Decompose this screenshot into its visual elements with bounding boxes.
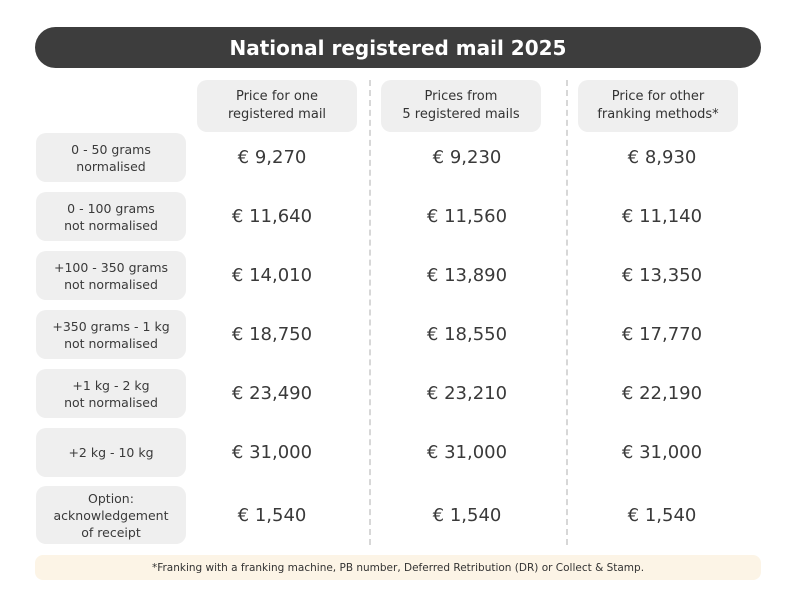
- row-label-text: +100 - 350 grams not normalised: [53, 259, 169, 292]
- column-header-label: Prices from 5 registered mails: [402, 89, 520, 122]
- price-cell: € 23,490: [231, 383, 313, 404]
- row-label-2-10kg: +2 kg - 10 kg: [36, 428, 186, 477]
- price-cell: € 23,210: [426, 383, 508, 404]
- price-cell: € 9,270: [237, 147, 307, 168]
- price-cell: € 31,000: [231, 442, 313, 463]
- row-label-350g-1kg: +350 grams - 1 kg not normalised: [36, 310, 186, 359]
- row-label-text: +2 kg - 10 kg: [68, 445, 154, 460]
- price-cell: € 22,190: [621, 383, 703, 404]
- price-cell: € 11,640: [231, 206, 313, 227]
- row-label-0-100g: 0 - 100 grams not normalised: [36, 192, 186, 241]
- price-cell: € 14,010: [231, 265, 313, 286]
- page-title: National registered mail 2025: [35, 27, 761, 68]
- row-label-0-50g: 0 - 50 grams normalised: [36, 133, 186, 182]
- price-cell: € 11,560: [426, 206, 508, 227]
- row-label-100-350g: +100 - 350 grams not normalised: [36, 251, 186, 300]
- column-header-label: Price for one registered mail: [227, 89, 327, 122]
- row-label-text: +1 kg - 2 kg not normalised: [64, 377, 158, 410]
- column-header-bulk-price: Prices from 5 registered mails: [381, 80, 541, 132]
- column-divider: [369, 80, 371, 545]
- price-cell: € 13,890: [426, 265, 508, 286]
- column-header-label: Price for other franking methods*: [597, 89, 719, 122]
- price-cell: € 17,770: [621, 324, 703, 345]
- price-cell: € 1,540: [627, 504, 697, 526]
- price-cell: € 18,550: [426, 324, 508, 345]
- column-divider: [566, 80, 568, 545]
- footnote: *Franking with a franking machine, PB nu…: [35, 555, 761, 580]
- row-label-text: 0 - 50 grams normalised: [71, 141, 151, 174]
- price-cell: € 13,350: [621, 265, 703, 286]
- column-header-other-franking: Price for other franking methods*: [578, 80, 738, 132]
- price-cell: € 18,750: [231, 324, 313, 345]
- price-cell: € 8,930: [627, 147, 697, 168]
- column-header-single-price: Price for one registered mail: [197, 80, 357, 132]
- row-label-acknowledgement: Option: acknowledgement of receipt: [36, 486, 186, 544]
- price-cell: € 11,140: [621, 206, 703, 227]
- price-cell: € 1,540: [432, 504, 502, 526]
- price-cell: € 1,540: [237, 504, 307, 526]
- price-cell: € 31,000: [426, 442, 508, 463]
- price-cell: € 31,000: [621, 442, 703, 463]
- row-label-text: Option: acknowledgement of receipt: [53, 490, 169, 540]
- row-label-1-2kg: +1 kg - 2 kg not normalised: [36, 369, 186, 418]
- row-label-text: 0 - 100 grams not normalised: [64, 200, 158, 233]
- row-label-text: +350 grams - 1 kg not normalised: [52, 318, 170, 351]
- price-cell: € 9,230: [432, 147, 502, 168]
